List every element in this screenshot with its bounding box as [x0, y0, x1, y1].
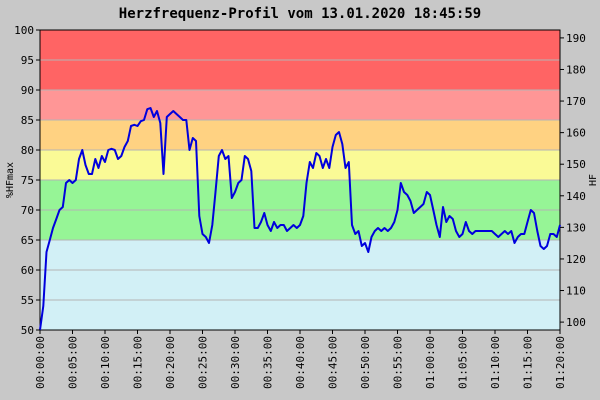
- left-tick-label: 60: [21, 264, 34, 277]
- x-tick-label: 00:30:00: [229, 336, 242, 389]
- right-tick-label: 130: [566, 221, 586, 234]
- x-tick-label: 00:40:00: [294, 336, 307, 389]
- x-tick-label: 00:05:00: [67, 336, 80, 389]
- x-tick-label: 00:10:00: [99, 336, 112, 389]
- right-axis-label: HF: [588, 174, 599, 186]
- zone-band: [40, 90, 560, 120]
- zone-band: [40, 240, 560, 330]
- grid-lines: [40, 59, 560, 301]
- x-tick-label: 00:20:00: [164, 336, 177, 389]
- x-axis: 00:00:00 00:05:00 00:10:00 00:15:00 00:20:00…: [34, 330, 567, 389]
- x-tick-label: 01:05:00: [457, 336, 470, 389]
- x-tick-label: 01:20:00: [554, 336, 567, 389]
- zone-band: [40, 150, 560, 180]
- right-tick-label: 180: [566, 63, 586, 76]
- x-tick-label: 01:10:00: [489, 336, 502, 389]
- x-tick-label: 00:50:00: [359, 336, 372, 389]
- x-tick-label: 00:00:00: [34, 336, 47, 389]
- right-tick-label: 170: [566, 95, 586, 108]
- heart-rate-series: [39, 107, 561, 331]
- left-y-axis: 50 55 60 65 70 75 80 85 90 95 100: [14, 24, 40, 337]
- left-tick-label: 100: [14, 24, 34, 37]
- x-tick-label: 00:55:00: [392, 336, 405, 389]
- left-axis-label: %HFmax: [5, 162, 16, 198]
- left-tick-label: 95: [21, 54, 34, 67]
- left-tick-label: 80: [21, 144, 34, 157]
- x-tick-label: 00:15:00: [132, 336, 145, 389]
- right-tick-label: 150: [566, 158, 586, 171]
- left-tick-label: 55: [21, 294, 34, 307]
- right-tick-label: 160: [566, 127, 586, 140]
- x-tick-label: 00:35:00: [262, 336, 275, 389]
- x-tick-label: 00:45:00: [327, 336, 340, 389]
- x-tick-label: 01:15:00: [522, 336, 535, 389]
- right-tick-label: 190: [566, 32, 586, 45]
- right-y-axis: 100 110 120 130 140 150 160 170 180 190: [560, 32, 586, 329]
- right-tick-label: 100: [566, 316, 586, 329]
- x-tick-label: 01:00:00: [424, 336, 437, 389]
- zone-band: [40, 120, 560, 150]
- left-tick-label: 70: [21, 204, 34, 217]
- right-tick-label: 110: [566, 285, 586, 298]
- right-tick-label: 120: [566, 253, 586, 266]
- left-tick-label: 85: [21, 114, 34, 127]
- x-tick-label: 00:25:00: [197, 336, 210, 389]
- chart-title: Herzfrequenz-Profil vom 13.01.2020 18:45…: [119, 6, 481, 22]
- right-tick-label: 140: [566, 190, 586, 203]
- left-tick-label: 90: [21, 84, 34, 97]
- left-tick-label: 75: [21, 174, 34, 187]
- left-tick-label: 50: [21, 324, 34, 337]
- heart-rate-line: [39, 107, 561, 331]
- left-tick-label: 65: [21, 234, 34, 247]
